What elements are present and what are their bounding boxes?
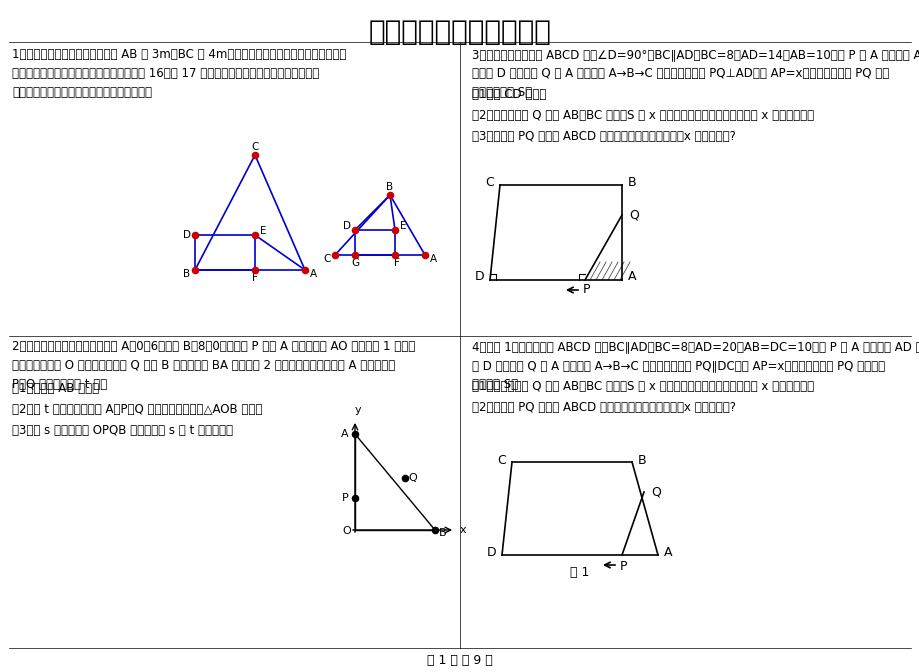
Text: 2、在平面直角坐标系内，已知点 A（0，6），点 B（8，0），动点 P 从点 A 开始在线段 AO 上以每秒 1 个单位
长度的速度向点 O 移动，同时动点 : 2、在平面直角坐标系内，已知点 A（0，6），点 B（8，0），动点 P 从点 … xyxy=(12,340,414,391)
Point xyxy=(247,230,262,241)
Point xyxy=(382,190,397,200)
Text: A: A xyxy=(309,269,316,279)
Text: D: D xyxy=(183,230,191,240)
Point xyxy=(387,224,402,235)
Text: A: A xyxy=(627,271,636,284)
Text: Q: Q xyxy=(651,485,660,499)
Text: A: A xyxy=(429,254,437,264)
Point xyxy=(347,493,362,503)
Point xyxy=(387,249,402,260)
Text: （1）求 CD 的长。
（2）分别求出点 Q 位于 AB、BC 上时，S 与 x 之间函数关系式，并写出自变量 x 的取值范围；
（3）当线段 PQ 将梯形 A: （1）求 CD 的长。 （2）分别求出点 Q 位于 AB、BC 上时，S 与 x… xyxy=(471,88,813,143)
Text: O: O xyxy=(342,526,351,536)
Text: 3、如图，在直角梯形 ABCD 中，∠D=90°，BC∥AD，BC=8，AD=14，AB=10，点 P 从 A 点出发沿 AD
边向点 D 移动，点 Q 自 A: 3、如图，在直角梯形 ABCD 中，∠D=90°，BC∥AD，BC=8，AD=1… xyxy=(471,48,919,99)
Point xyxy=(347,249,362,260)
Text: B: B xyxy=(627,177,636,190)
Text: 1、一块直角三角形木板，直角边 AB 长 3m，BC 长 4m，要把它加工成一个面积尽可能大的正
方形桌面。甲、乙两人的加工方法分别如图 16、图 17 所示，: 1、一块直角三角形木板，直角边 AB 长 3m，BC 长 4m，要把它加工成一个… xyxy=(12,48,346,99)
Point xyxy=(187,230,202,241)
Text: B: B xyxy=(183,269,190,279)
Point xyxy=(327,249,342,260)
Text: B: B xyxy=(438,528,447,538)
Text: Q: Q xyxy=(629,208,638,222)
Text: A: A xyxy=(663,546,672,558)
Point xyxy=(427,525,442,536)
Point xyxy=(417,249,432,260)
Text: （1）分别求出点 Q 位于 AB、BC 上时，S 与 x 之间函数关系式，并写出自变量 x 的取值范围；
（2）当线段 PQ 将梯形 ABCD 分成面积相等的两: （1）分别求出点 Q 位于 AB、BC 上时，S 与 x 之间函数关系式，并写出… xyxy=(471,380,813,414)
Text: C: C xyxy=(251,142,258,152)
Text: 图 1: 图 1 xyxy=(570,566,589,579)
Text: C: C xyxy=(497,454,505,466)
Point xyxy=(247,150,262,161)
Text: D: D xyxy=(475,271,484,284)
Point xyxy=(347,224,362,235)
Text: F: F xyxy=(252,273,257,283)
Point xyxy=(347,429,362,439)
Point xyxy=(298,265,312,276)
Text: Q: Q xyxy=(408,473,417,483)
Text: P: P xyxy=(619,560,627,573)
Text: D: D xyxy=(343,221,351,231)
Text: （1）求线段 AB 的长；
（2）当 t 为何值时，以点 A、P、Q 为顶点的三角形与△AOB 相似？
（3）设 s 表示四边形 OPQB 的面积，求 s 与 : （1）求线段 AB 的长； （2）当 t 为何值时，以点 A、P、Q 为顶点的三… xyxy=(12,382,262,437)
Text: x: x xyxy=(460,525,466,535)
Text: A: A xyxy=(341,429,348,439)
Point xyxy=(187,265,202,276)
Text: G: G xyxy=(350,258,358,268)
Text: C: C xyxy=(323,254,330,264)
Text: D: D xyxy=(487,546,496,558)
Text: y: y xyxy=(355,405,361,415)
Text: 初三数学动点探究题作业: 初三数学动点探究题作业 xyxy=(369,18,550,46)
Text: E: E xyxy=(400,221,406,231)
Text: 第 1 页 共 9 页: 第 1 页 共 9 页 xyxy=(426,654,493,667)
Text: P: P xyxy=(583,284,590,296)
Point xyxy=(397,472,412,483)
Text: B: B xyxy=(637,454,646,466)
Text: F: F xyxy=(393,258,400,268)
Text: E: E xyxy=(259,226,266,236)
Point xyxy=(247,265,262,276)
Text: B: B xyxy=(386,182,393,192)
Text: C: C xyxy=(485,177,494,190)
Text: 4、如图 1，在等腰梯形 ABCD 中，BC∥AD，BC=8，AD=20，AB=DC=10，点 P 从 A 点出发沿 AD 边向
点 D 移动，点 Q 自 A : 4、如图 1，在等腰梯形 ABCD 中，BC∥AD，BC=8，AD=20，AB=… xyxy=(471,340,919,391)
Text: P: P xyxy=(341,493,348,503)
